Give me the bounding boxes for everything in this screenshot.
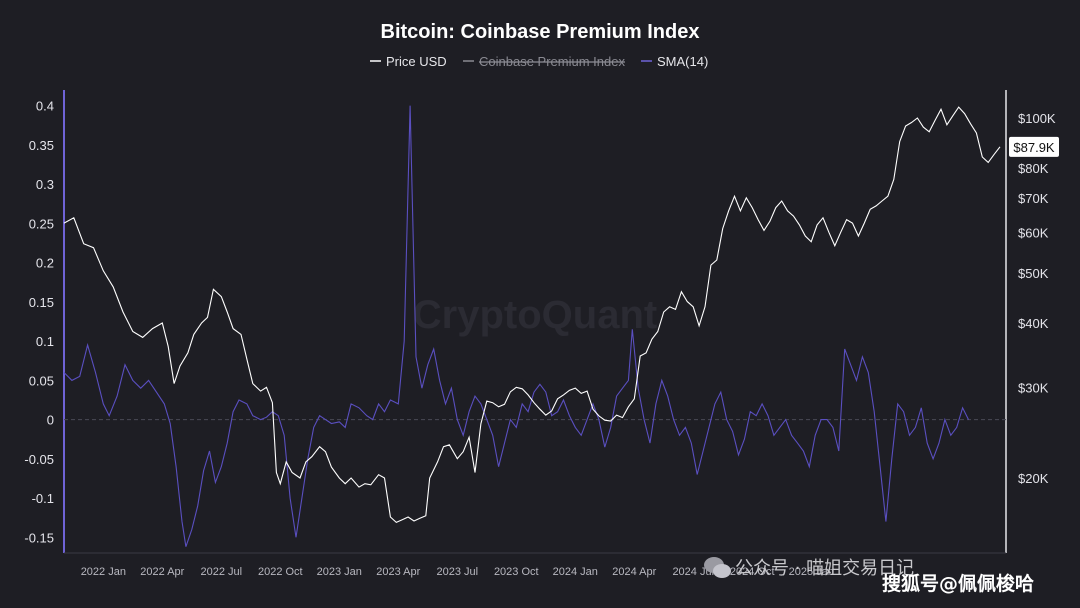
x-axis-ticks: 2022 Jan 2022 Apr 2022 Jul 2022 Oct 2023 Jan…: [81, 566, 834, 578]
x-tick-label: 2022 Jan: [81, 566, 126, 578]
left-axis-ticks: 0.4 0.35 0.3 0.25 0.2 0.15 0.1 0.05 0 -0.05 -0.1 -0…: [24, 99, 54, 546]
x-tick-label: 2024 Oct: [730, 566, 775, 578]
overlay-line2: 搜狐号@佩佩梭哈: [882, 572, 1034, 595]
left-tick-label: -0.1: [32, 491, 54, 506]
left-tick-label: 0.1: [36, 334, 54, 349]
right-tick-label: $50K: [1018, 266, 1049, 281]
x-tick-label: 2022 Apr: [140, 566, 184, 578]
current-price-badge-text: $87.9K: [1013, 140, 1055, 155]
left-tick-label: 0.2: [36, 256, 54, 271]
x-tick-label: 2024 Jul: [672, 566, 714, 578]
left-tick-label: 0.15: [29, 295, 54, 310]
x-tick-label: 2024 Jan: [553, 566, 598, 578]
x-tick-label: 2023 Oct: [494, 566, 539, 578]
chart-title: Bitcoin: Coinbase Premium Index: [381, 21, 700, 43]
right-axis-ticks: $100K $80K $70K $60K $50K $40K $30K $20K: [1018, 111, 1056, 486]
watermark-text: CryptoQuant: [413, 293, 657, 337]
left-tick-label: 0: [47, 413, 54, 428]
right-tick-label: $80K: [1018, 161, 1049, 176]
x-tick-label: 2023 Jan: [317, 566, 362, 578]
legend-label-premium: Coinbase Premium Index: [479, 54, 625, 69]
legend-item-sma[interactable]: SMA(14): [641, 54, 708, 69]
wechat-logo-bubble-front: [713, 564, 731, 578]
left-tick-label: 0.4: [36, 99, 54, 114]
x-tick-label: 2022 Jul: [201, 566, 243, 578]
right-tick-label: $20K: [1018, 471, 1049, 486]
series-line-price[interactable]: [63, 106, 1001, 524]
wechat-logo: [704, 557, 731, 578]
left-tick-label: 0.25: [29, 216, 54, 231]
left-tick-label: 0.35: [29, 138, 54, 153]
left-tick-label: -0.05: [24, 452, 54, 467]
overlay-watermarks: 公众号 · 喵姐交易日记 搜狐号@佩佩梭哈: [704, 557, 1034, 595]
x-tick-label: 2022 Oct: [258, 566, 303, 578]
right-tick-label: $30K: [1018, 380, 1049, 395]
left-tick-label: -0.15: [24, 530, 54, 545]
legend-label-price: Price USD: [386, 54, 447, 69]
legend: Price USD Coinbase Premium Index SMA(14): [370, 54, 708, 69]
legend-label-sma: SMA(14): [657, 54, 708, 69]
x-tick-label: 2024 Apr: [612, 566, 656, 578]
left-tick-label: 0.3: [36, 177, 54, 192]
right-tick-label: $70K: [1018, 191, 1049, 206]
series-line-sma[interactable]: [63, 105, 969, 547]
overlay-line1: 公众号 · 喵姐交易日记: [735, 558, 914, 579]
right-tick-label: $60K: [1018, 225, 1049, 240]
right-tick-label: $100K: [1018, 111, 1056, 126]
x-tick-label: 2025 Jan: [789, 566, 834, 578]
left-tick-label: 0.05: [29, 373, 54, 388]
x-tick-label: 2023 Jul: [436, 566, 478, 578]
x-tick-label: 2023 Apr: [376, 566, 420, 578]
current-price-badge-bg: [1009, 136, 1059, 157]
legend-item-premium[interactable]: Coinbase Premium Index: [463, 54, 625, 69]
current-price-badge: $87.9K: [1009, 136, 1059, 157]
right-tick-label: $40K: [1018, 316, 1049, 331]
legend-item-price[interactable]: Price USD: [370, 54, 447, 69]
